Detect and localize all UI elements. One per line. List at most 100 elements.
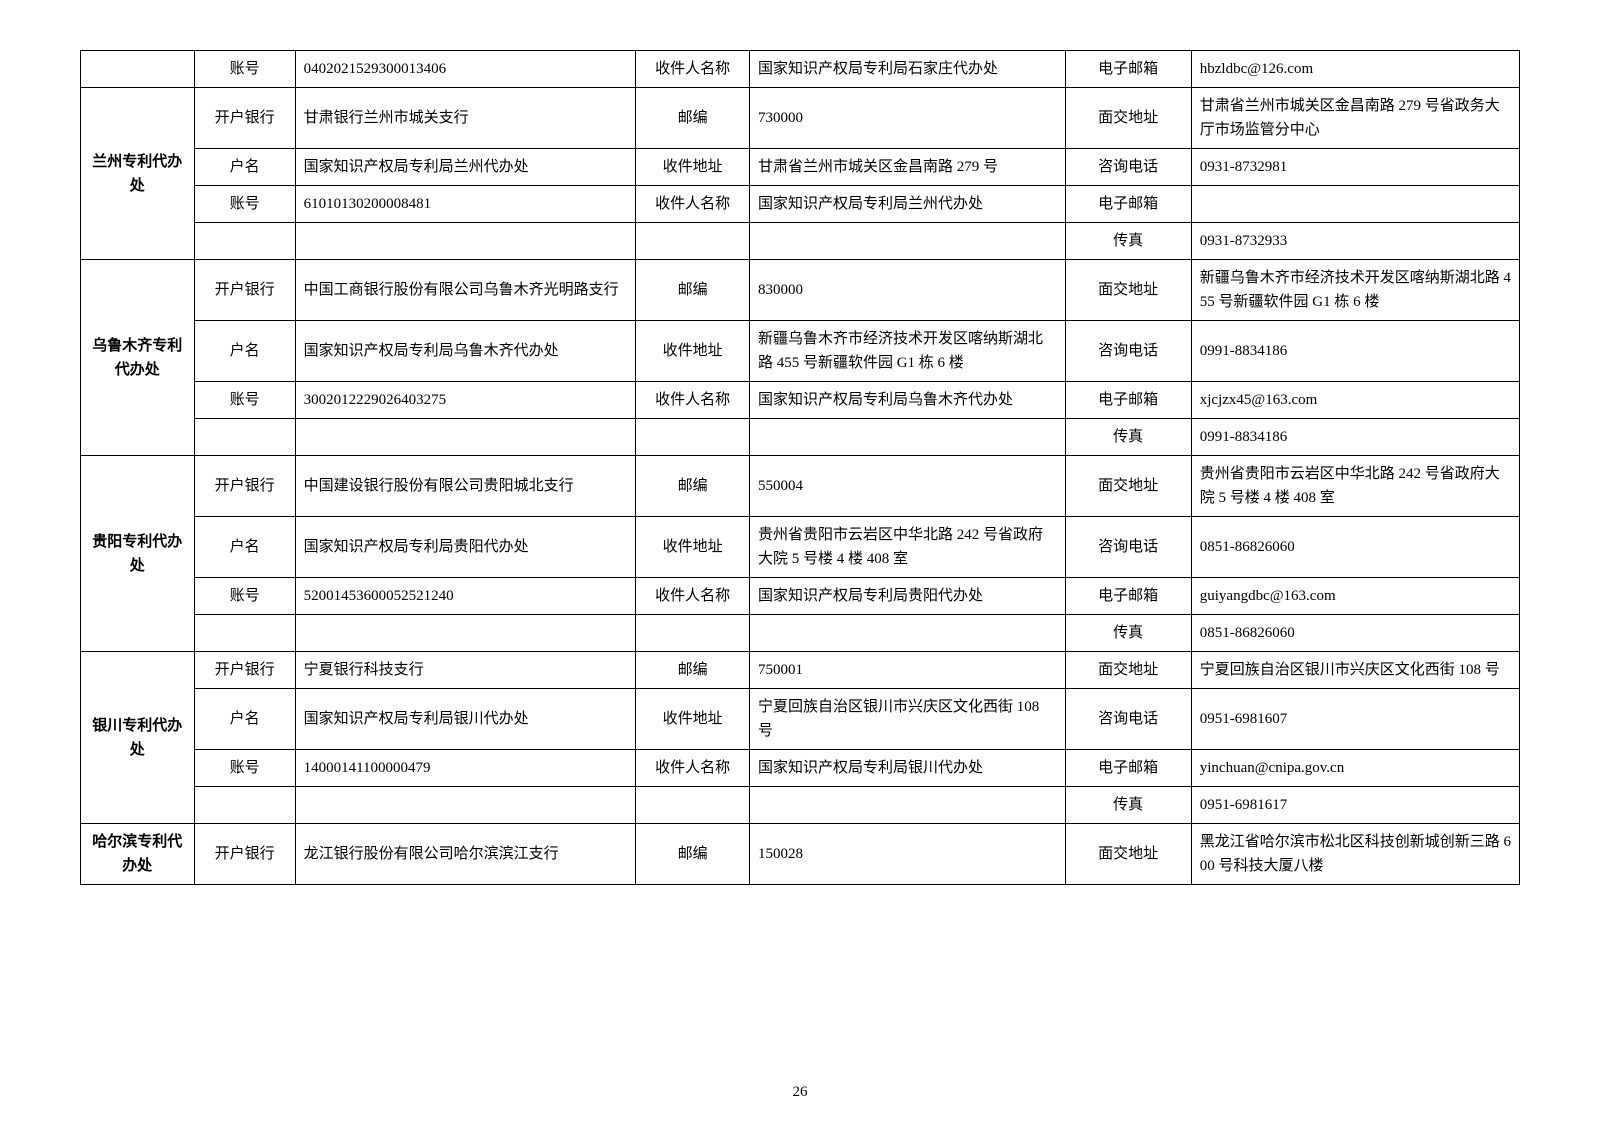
office-name-cell: 兰州专利代办处	[81, 88, 195, 260]
field-label: 咨询电话	[1065, 149, 1191, 186]
office-name-cell: 乌鲁木齐专利代办处	[81, 260, 195, 456]
field-label	[194, 787, 295, 824]
field-label: 收件人名称	[636, 578, 750, 615]
field-label: 账号	[194, 750, 295, 787]
field-label: 传真	[1065, 787, 1191, 824]
field-value: 0851-86826060	[1191, 517, 1519, 578]
table-row: 银川专利代办处开户银行宁夏银行科技支行邮编750001面交地址宁夏回族自治区银川…	[81, 652, 1520, 689]
field-value: 830000	[749, 260, 1065, 321]
field-label: 面交地址	[1065, 824, 1191, 885]
field-value: 国家知识产权局专利局乌鲁木齐代办处	[749, 382, 1065, 419]
field-value: 新疆乌鲁木齐市经济技术开发区喀纳斯湖北路 455 号新疆软件园 G1 栋 6 楼	[749, 321, 1065, 382]
field-value: 宁夏回族自治区银川市兴庆区文化西街 108 号	[1191, 652, 1519, 689]
field-label: 咨询电话	[1065, 321, 1191, 382]
table-row: 户名国家知识产权局专利局乌鲁木齐代办处收件地址新疆乌鲁木齐市经济技术开发区喀纳斯…	[81, 321, 1520, 382]
field-label: 邮编	[636, 824, 750, 885]
field-label: 面交地址	[1065, 456, 1191, 517]
field-value: 550004	[749, 456, 1065, 517]
field-value	[295, 223, 636, 260]
table-row: 贵阳专利代办处开户银行中国建设银行股份有限公司贵阳城北支行邮编550004面交地…	[81, 456, 1520, 517]
field-value: 中国建设银行股份有限公司贵阳城北支行	[295, 456, 636, 517]
field-value	[749, 419, 1065, 456]
field-value	[295, 419, 636, 456]
field-label: 账号	[194, 51, 295, 88]
field-label: 户名	[194, 321, 295, 382]
field-value	[295, 787, 636, 824]
field-value: 0851-86826060	[1191, 615, 1519, 652]
table-row: 账号61010130200008481收件人名称国家知识产权局专利局兰州代办处电…	[81, 186, 1520, 223]
office-name-cell: 哈尔滨专利代办处	[81, 824, 195, 885]
office-name-cell: 银川专利代办处	[81, 652, 195, 824]
field-value: 14000141100000479	[295, 750, 636, 787]
field-label	[636, 787, 750, 824]
field-label: 面交地址	[1065, 260, 1191, 321]
field-label	[636, 223, 750, 260]
field-label: 账号	[194, 186, 295, 223]
field-label: 收件地址	[636, 689, 750, 750]
field-label: 面交地址	[1065, 652, 1191, 689]
table-row: 账号14000141100000479收件人名称国家知识产权局专利局银川代办处电…	[81, 750, 1520, 787]
field-label: 电子邮箱	[1065, 750, 1191, 787]
field-label: 收件地址	[636, 321, 750, 382]
table-row: 哈尔滨专利代办处开户银行龙江银行股份有限公司哈尔滨滨江支行邮编150028面交地…	[81, 824, 1520, 885]
field-label: 收件人名称	[636, 186, 750, 223]
field-label: 账号	[194, 578, 295, 615]
field-label: 开户银行	[194, 260, 295, 321]
field-value: 3002012229026403275	[295, 382, 636, 419]
field-label	[194, 419, 295, 456]
field-label	[636, 615, 750, 652]
field-label: 面交地址	[1065, 88, 1191, 149]
field-value: 52001453600052521240	[295, 578, 636, 615]
page-number: 26	[0, 1084, 1600, 1101]
field-value	[749, 787, 1065, 824]
field-value: 黑龙江省哈尔滨市松北区科技创新城创新三路 600 号科技大厦八楼	[1191, 824, 1519, 885]
field-value: 中国工商银行股份有限公司乌鲁木齐光明路支行	[295, 260, 636, 321]
field-label: 收件人名称	[636, 51, 750, 88]
field-label: 收件地址	[636, 149, 750, 186]
field-value: 730000	[749, 88, 1065, 149]
field-label: 传真	[1065, 419, 1191, 456]
field-value	[749, 223, 1065, 260]
field-value: 国家知识产权局专利局贵阳代办处	[749, 578, 1065, 615]
field-value: 0951-6981617	[1191, 787, 1519, 824]
field-value: 0402021529300013406	[295, 51, 636, 88]
field-label: 邮编	[636, 260, 750, 321]
field-value: 0931-8732981	[1191, 149, 1519, 186]
table-row: 账号3002012229026403275收件人名称国家知识产权局专利局乌鲁木齐…	[81, 382, 1520, 419]
field-label: 邮编	[636, 652, 750, 689]
field-label: 开户银行	[194, 88, 295, 149]
table-row: 户名国家知识产权局专利局贵阳代办处收件地址贵州省贵阳市云岩区中华北路 242 号…	[81, 517, 1520, 578]
table-row: 传真0851-86826060	[81, 615, 1520, 652]
field-value: 龙江银行股份有限公司哈尔滨滨江支行	[295, 824, 636, 885]
field-value: 0991-8834186	[1191, 321, 1519, 382]
field-value: 国家知识产权局专利局贵阳代办处	[295, 517, 636, 578]
field-value: yinchuan@cnipa.gov.cn	[1191, 750, 1519, 787]
field-value	[295, 615, 636, 652]
field-label	[194, 223, 295, 260]
field-value	[749, 615, 1065, 652]
field-label: 传真	[1065, 615, 1191, 652]
field-value: 甘肃省兰州市城关区金昌南路 279 号	[749, 149, 1065, 186]
table-row: 传真0991-8834186	[81, 419, 1520, 456]
table-row: 乌鲁木齐专利代办处开户银行中国工商银行股份有限公司乌鲁木齐光明路支行邮编8300…	[81, 260, 1520, 321]
table-row: 传真0951-6981617	[81, 787, 1520, 824]
table-row: 兰州专利代办处开户银行甘肃银行兰州市城关支行邮编730000面交地址甘肃省兰州市…	[81, 88, 1520, 149]
field-value: 贵州省贵阳市云岩区中华北路 242 号省政府大院 5 号楼 4 楼 408 室	[749, 517, 1065, 578]
field-value: 0991-8834186	[1191, 419, 1519, 456]
field-value: 0951-6981607	[1191, 689, 1519, 750]
field-label: 户名	[194, 689, 295, 750]
field-value	[1191, 186, 1519, 223]
field-label: 传真	[1065, 223, 1191, 260]
field-value: guiyangdbc@163.com	[1191, 578, 1519, 615]
field-label: 户名	[194, 517, 295, 578]
field-label: 开户银行	[194, 652, 295, 689]
field-label: 咨询电话	[1065, 689, 1191, 750]
field-value: 国家知识产权局专利局乌鲁木齐代办处	[295, 321, 636, 382]
field-value: xjcjzx45@163.com	[1191, 382, 1519, 419]
field-value: 61010130200008481	[295, 186, 636, 223]
field-value: 0931-8732933	[1191, 223, 1519, 260]
field-value: 国家知识产权局专利局银川代办处	[295, 689, 636, 750]
field-label: 咨询电话	[1065, 517, 1191, 578]
field-label: 开户银行	[194, 456, 295, 517]
field-value: 国家知识产权局专利局石家庄代办处	[749, 51, 1065, 88]
